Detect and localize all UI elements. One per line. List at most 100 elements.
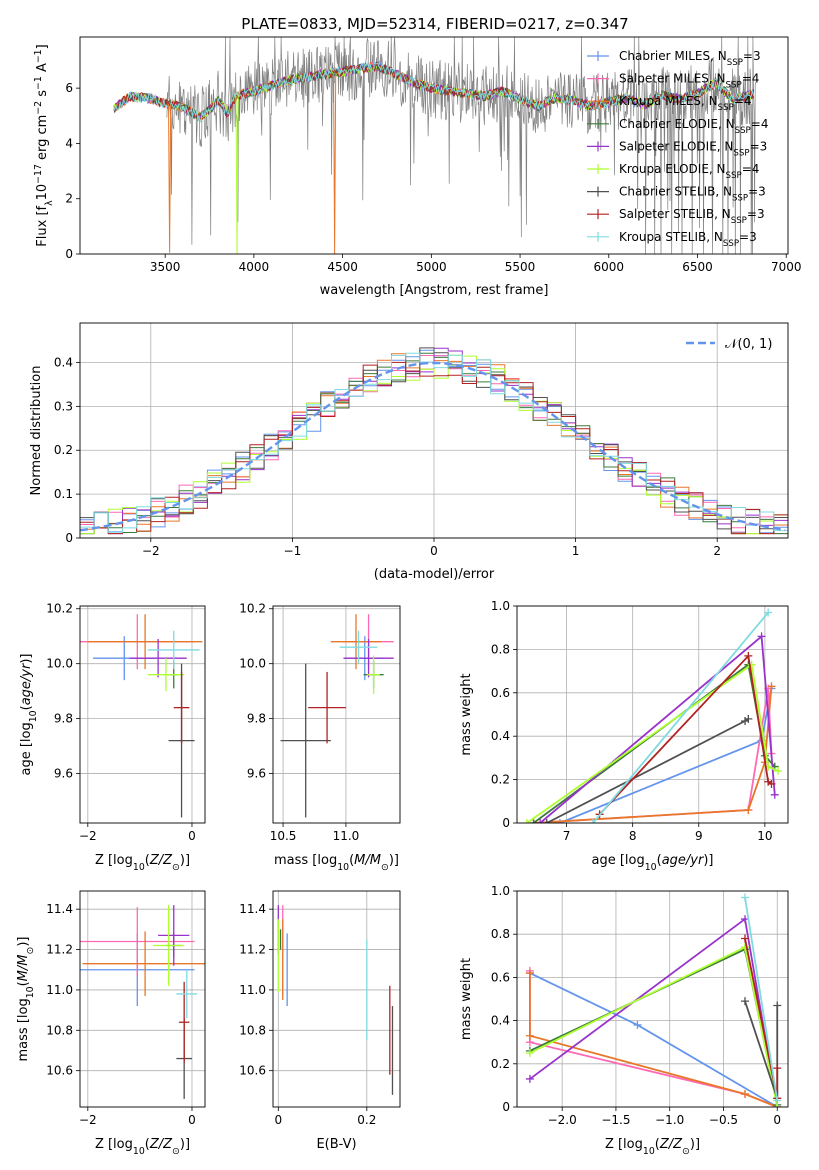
label-part: =4	[742, 72, 760, 86]
label-part: A	[35, 63, 50, 76]
panel-mass_vs_EBV: 0 0.2 10.6 10.8 11.0 11.2 11.4 E(B-V)	[239, 890, 401, 1152]
y-tick-label: 1.0	[491, 599, 510, 613]
label-part: −17	[33, 164, 44, 184]
label-part: Salpeter ELODIE, N	[619, 139, 733, 153]
weight-marker	[773, 1001, 782, 1010]
weight-line-kroupa-elodie	[529, 945, 779, 1107]
errorbar-point-salpeter-miles	[80, 907, 195, 976]
x-tick-label: 11.0	[333, 829, 360, 843]
panel-spectrum: 3500 4000 4500 5000 5500 6000 6500 7000 0 2 4 6 wave…	[33, 36, 801, 298]
label-part: SSP	[733, 148, 749, 158]
y-axis-label: Normed distribution	[29, 366, 44, 496]
axes-frame	[272, 890, 401, 1108]
label-part: −1	[33, 76, 44, 90]
y-tick-label: 10.8	[239, 1023, 266, 1037]
axes-frame	[79, 322, 789, 539]
spectrum-dropout	[235, 96, 239, 254]
plot-area	[80, 905, 205, 1099]
errorbar-point-kroupa-stelib	[339, 630, 378, 664]
x-tick-label: 9	[695, 829, 703, 843]
errorbar-point-kroupa-stelib	[176, 969, 198, 1019]
label-part: −2	[33, 101, 44, 115]
weight-line-salpeter-miles	[533, 688, 773, 823]
x-tick-label: 6000	[594, 260, 625, 274]
legend-entry: Salpeter STELIB, NSSP=3	[619, 207, 765, 226]
label-part: =3	[750, 139, 768, 153]
weight-line-chabrier-stelib	[546, 718, 749, 823]
x-axis-label: Z [log10(Z/Z⊙)]	[605, 1137, 700, 1157]
y-tick-label: 0.8	[491, 642, 510, 656]
panel-age_vs_Z: −2 09.69.810.010.2Z [log10(Z/Z⊙)]age [log…	[19, 602, 206, 873]
errorbar-point-salpeter-elodie	[343, 638, 394, 678]
label-part: age [log	[591, 853, 644, 868]
x-axis-label: Z [log10(Z/Z⊙)]	[95, 853, 190, 873]
label-part: =3	[748, 185, 766, 199]
weight-marker	[744, 805, 753, 814]
legend-entry: Kroupa MILES, NSSP=4	[619, 94, 752, 113]
label-part: −1	[33, 49, 44, 63]
legend-entry: Chabrier STELIB, NSSP=3	[619, 185, 766, 204]
y-axis-label: mass [log10(M/M⊙)]	[16, 937, 36, 1062]
weight-marker	[767, 779, 776, 788]
errorbar-point-kroupa-stelib	[147, 630, 200, 670]
weight-line-chabrier-elodie	[529, 948, 779, 1106]
weight-marker	[770, 790, 779, 799]
weight-marker	[744, 651, 753, 660]
label-part: Salpeter STELIB, N	[619, 207, 731, 221]
label-part: )]	[19, 653, 34, 663]
y-tick-label: 1.0	[491, 884, 510, 898]
grid	[273, 606, 400, 823]
y-axis-label: mass weight	[459, 673, 474, 755]
y-tick-label: 0.4	[491, 1014, 510, 1028]
label-part: (	[349, 853, 354, 868]
y-tick-label: 10.2	[239, 602, 266, 616]
y-tick-label: 0	[502, 1100, 510, 1114]
label-part: 10	[133, 1146, 145, 1157]
ticks: −2 0 9.6 9.8 10.0 10.2	[46, 602, 196, 843]
label-part: )]	[703, 853, 713, 868]
label-part: Z/Z	[149, 1137, 173, 1152]
x-tick-label: 4500	[327, 260, 358, 274]
y-tick-label: 2	[65, 192, 73, 206]
label-part: age/yr	[19, 662, 34, 705]
weight-marker	[767, 682, 776, 691]
weight-marker	[757, 632, 766, 641]
label-part: mass [log	[16, 998, 31, 1061]
legend-entry: Salpeter ELODIE, NSSP=3	[619, 139, 767, 158]
y-tick-label: 0.2	[491, 773, 510, 787]
axes-frame	[79, 605, 206, 824]
y-tick-label: 10.0	[239, 657, 266, 671]
x-axis-label: Z [log10(Z/Z⊙)]	[95, 1137, 190, 1157]
legend-entry: Chabrier ELODIE, NSSP=4	[619, 117, 768, 136]
x-tick-label: 10	[757, 829, 772, 843]
normal-curve	[80, 361, 786, 532]
y-tick-label: 0.6	[491, 970, 510, 984]
plot-area	[80, 614, 203, 818]
weight-marker	[740, 934, 749, 943]
x-axis-label: age [log10(age/yr)]	[591, 853, 713, 873]
label-part: SSP	[732, 194, 748, 204]
y-tick-label: 0.2	[54, 443, 73, 457]
label-part: )]	[180, 1137, 190, 1152]
label-part: SSP	[726, 81, 742, 91]
axes-frame	[272, 605, 401, 824]
y-tick-label: 0	[65, 247, 73, 261]
weight-marker	[536, 819, 545, 823]
y-tick-label: 0.3	[54, 399, 73, 413]
panels: 3500 4000 4500 5000 5500 6000 6500 70000246wave…	[16, 36, 801, 1157]
errorbar-point-kroupa-miles	[82, 931, 205, 996]
x-tick-label: 4000	[239, 260, 270, 274]
weight-marker	[740, 943, 749, 952]
label-part: (	[657, 853, 662, 868]
x-tick-label: −1.5	[601, 1113, 630, 1127]
label-part: (	[19, 705, 34, 710]
y-axis-label: Flux [fλ10−17 erg cm−2 s−1 A−1]	[33, 44, 55, 246]
x-tick-label: −0.5	[709, 1113, 738, 1127]
label-part: Z [log	[605, 1137, 643, 1152]
label-part: 10	[25, 986, 36, 998]
legend-entry: Kroupa STELIB, NSSP=3	[619, 230, 757, 249]
x-tick-label: 5500	[505, 260, 536, 274]
label-part: )]	[16, 937, 31, 947]
weight-marker	[740, 893, 749, 902]
